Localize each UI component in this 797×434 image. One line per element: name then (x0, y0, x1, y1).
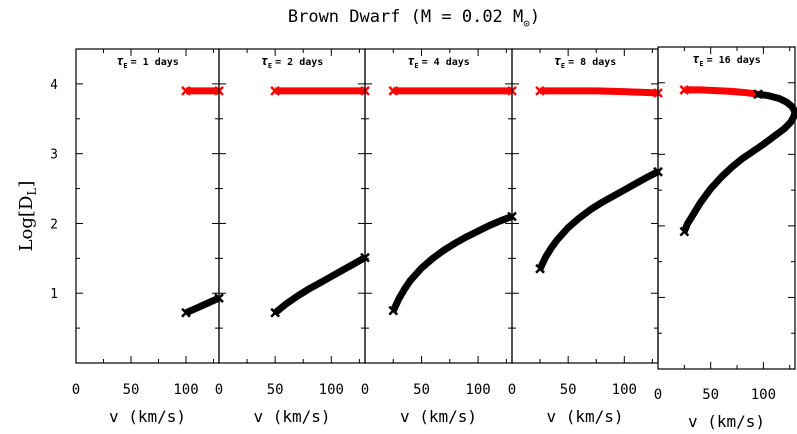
panel-label: τE = 2 days (261, 54, 324, 70)
series-end-marker (270, 85, 281, 96)
red-series-line (540, 87, 659, 97)
y-axis-label: Log[DL] (16, 181, 39, 252)
series-end-marker (270, 307, 281, 318)
x-tick-label: 50 (560, 382, 577, 398)
series-end-marker (535, 85, 545, 96)
series-end-marker (753, 89, 763, 100)
series-end-marker (679, 226, 690, 237)
x-axis-label: v (km/s) (253, 407, 330, 426)
x-tick-label: 0 (654, 387, 662, 403)
series-end-marker (388, 85, 399, 96)
series-end-marker (388, 305, 399, 316)
red-series-line (684, 86, 759, 98)
x-axis-label: v (km/s) (400, 407, 477, 426)
series-end-marker (181, 85, 191, 96)
panel-3: 0 50 100 v (km/s) τE = 4 days (361, 48, 517, 426)
black-series-line (390, 213, 514, 313)
x-tick-label: 100 (465, 382, 490, 398)
panel-frame (657, 46, 796, 370)
y-tick-label: 2 (50, 217, 58, 232)
panel-frame (75, 48, 220, 364)
x-tick-label: 100 (612, 382, 637, 398)
panel-1: 1 2 3 4 0 50 100 v (km/s) τE = 1 days (50, 48, 224, 426)
x-tick-label: 0 (72, 382, 80, 398)
x-axis-label: v (km/s) (688, 412, 765, 431)
figure-title: Brown Dwarf (M = 0.02 M⊙) (288, 7, 540, 30)
panel-4: 0 50 100 v (km/s) τE = 8 days (508, 48, 663, 426)
x-tick-label: 50 (413, 382, 430, 398)
x-axis-label: v (km/s) (109, 407, 186, 426)
sun-symbol: ⊙ (523, 17, 530, 30)
black-series-line (184, 294, 221, 316)
panels: 1 2 3 4 0 50 100 v (km/s) τE = 1 days 0 50 100 v (km/… (50, 46, 797, 431)
series-end-marker (535, 263, 545, 274)
panel-label: τE = 1 days (116, 54, 179, 70)
black-series-line (536, 168, 660, 271)
y-tick-label: 3 (50, 148, 58, 163)
series-end-marker (679, 85, 690, 95)
x-tick-label: 50 (267, 382, 284, 398)
series-end-marker (181, 307, 191, 318)
panel-frame (364, 48, 513, 364)
x-tick-label: 0 (215, 382, 223, 398)
y-tick-label: 4 (50, 78, 58, 93)
black-series-line (681, 90, 797, 233)
panel-label: τE = 16 days (692, 52, 761, 68)
x-axis-label: v (km/s) (546, 407, 623, 426)
x-tick-label: 50 (702, 387, 719, 403)
x-tick-label: 0 (508, 382, 516, 398)
panel-frame (218, 48, 366, 364)
panel-2: 0 50 100 v (km/s) τE = 2 days (215, 48, 370, 426)
panel-frame (511, 48, 659, 364)
panel-label: τE = 4 days (407, 54, 470, 70)
x-tick-label: 100 (173, 382, 198, 398)
panel-label: τE = 8 days (554, 54, 617, 70)
x-tick-label: 100 (319, 382, 344, 398)
x-tick-label: 0 (361, 382, 369, 398)
black-series-line (272, 254, 367, 316)
x-tick-label: 50 (123, 382, 140, 398)
y-tick-label: 1 (50, 287, 58, 302)
x-tick-label: 100 (751, 387, 776, 403)
